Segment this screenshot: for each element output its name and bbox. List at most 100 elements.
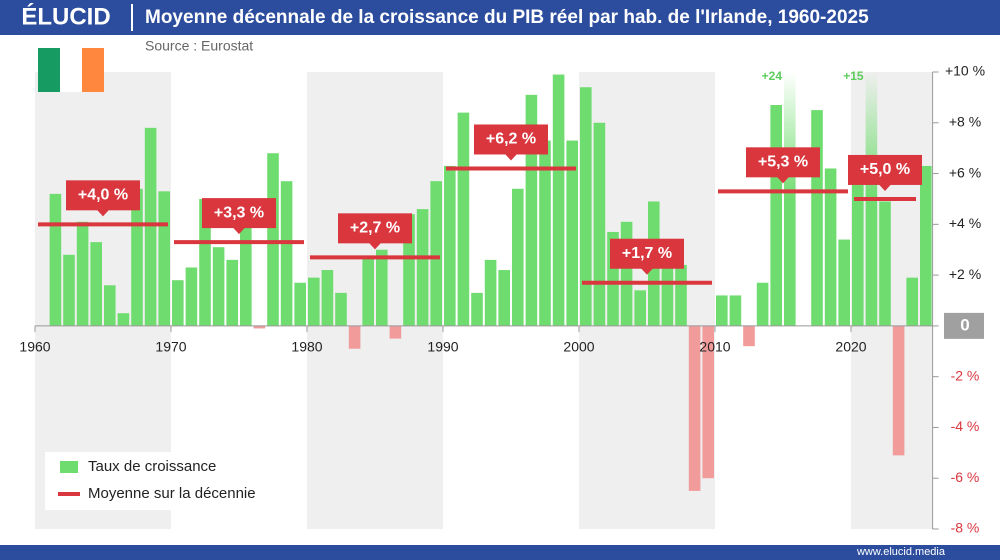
x-tick-label: 2000 bbox=[563, 339, 594, 355]
average-label-pointer bbox=[505, 153, 517, 161]
footer: www.elucid.media bbox=[856, 546, 946, 558]
flag bbox=[38, 48, 104, 92]
decade-band bbox=[851, 72, 933, 529]
average-label: +5,0 % bbox=[860, 161, 910, 178]
bar bbox=[593, 122, 606, 326]
bar bbox=[144, 127, 157, 326]
bar bbox=[892, 325, 905, 456]
brand: ÉLUCID bbox=[21, 2, 110, 30]
x-tick-label: 1980 bbox=[291, 339, 322, 355]
bar bbox=[294, 282, 306, 326]
average-label-pointer bbox=[369, 242, 381, 250]
bar bbox=[104, 285, 116, 326]
bar bbox=[838, 239, 850, 326]
bar bbox=[539, 140, 551, 326]
bar bbox=[240, 224, 252, 326]
average-label-box bbox=[202, 198, 276, 229]
average-label-pointer bbox=[879, 184, 891, 191]
x-tick-label: 1990 bbox=[427, 339, 458, 355]
y-tick-label: -4 % bbox=[951, 418, 980, 434]
y-tick-label: +4 % bbox=[949, 215, 981, 231]
average-label: +5,3 % bbox=[758, 154, 808, 171]
y-tick-label: +10 % bbox=[945, 63, 985, 79]
bar bbox=[634, 290, 646, 326]
bar bbox=[512, 188, 524, 326]
bar bbox=[471, 292, 483, 326]
x-tick-label: 1960 bbox=[19, 339, 50, 355]
bar bbox=[76, 221, 89, 326]
bar bbox=[185, 267, 198, 326]
bar bbox=[661, 259, 674, 326]
bar bbox=[416, 209, 429, 326]
average-label: +3,3 % bbox=[214, 204, 264, 221]
bar bbox=[226, 259, 238, 326]
bar bbox=[811, 110, 823, 326]
average-label-box bbox=[66, 180, 140, 211]
bar bbox=[376, 249, 388, 326]
bar bbox=[824, 168, 837, 326]
bar bbox=[117, 313, 130, 326]
bar bbox=[729, 295, 742, 326]
bar bbox=[49, 193, 62, 326]
bar bbox=[484, 259, 497, 326]
average-label: +2,7 % bbox=[350, 220, 400, 237]
bar bbox=[280, 181, 293, 326]
bar bbox=[906, 277, 918, 326]
bar bbox=[335, 292, 347, 326]
y-tick-label: +2 % bbox=[949, 266, 981, 282]
bar bbox=[607, 231, 619, 326]
bar bbox=[199, 198, 211, 326]
bar bbox=[552, 74, 565, 326]
x-tick-label: 1970 bbox=[155, 339, 186, 355]
y-tick-label: +6 % bbox=[949, 164, 981, 180]
bar bbox=[702, 325, 714, 479]
average-label: +6,2 % bbox=[486, 131, 536, 148]
bar bbox=[212, 247, 225, 326]
bar bbox=[172, 280, 184, 326]
bar bbox=[63, 254, 75, 326]
average-label-pointer bbox=[97, 209, 109, 217]
average-label-pointer bbox=[777, 176, 789, 184]
bar-value-label: +24 bbox=[762, 69, 783, 83]
bar bbox=[743, 325, 755, 347]
header-bar bbox=[0, 0, 1000, 35]
y-tick-label: -2 % bbox=[951, 367, 980, 383]
bar bbox=[688, 325, 701, 491]
bar bbox=[362, 257, 374, 326]
bar bbox=[321, 270, 334, 326]
y-tick-label: 0 bbox=[960, 315, 969, 334]
bar bbox=[444, 165, 456, 326]
subtitle: Source : Eurostat bbox=[145, 38, 253, 54]
bar bbox=[457, 112, 470, 326]
legend-box bbox=[45, 452, 290, 510]
bar bbox=[756, 282, 769, 326]
y-tick-label: +8 % bbox=[949, 113, 981, 129]
y-tick-label: -6 % bbox=[951, 469, 980, 485]
zero-box bbox=[944, 312, 984, 339]
bar bbox=[430, 181, 442, 326]
legend-label: Moyenne sur la décennie bbox=[88, 485, 256, 502]
bar bbox=[403, 214, 415, 326]
bar bbox=[158, 191, 170, 326]
average-label-pointer bbox=[233, 227, 245, 235]
bar bbox=[770, 105, 782, 326]
bar bbox=[852, 176, 864, 326]
bar bbox=[784, 72, 796, 326]
bar bbox=[620, 221, 633, 326]
bar bbox=[267, 153, 279, 326]
bar bbox=[675, 264, 687, 326]
average-label-pointer bbox=[641, 268, 653, 275]
average-label-box bbox=[746, 147, 820, 178]
x-tick-label: 2020 bbox=[835, 339, 866, 355]
x-tick-label: 2010 bbox=[699, 339, 730, 355]
average-label: +4,0 % bbox=[78, 187, 128, 204]
average-label-box bbox=[474, 124, 548, 155]
bar bbox=[348, 325, 361, 349]
legend-swatch bbox=[60, 461, 78, 473]
bar bbox=[920, 165, 932, 326]
average-label-box bbox=[610, 238, 684, 269]
bar bbox=[389, 325, 402, 339]
bar bbox=[90, 242, 102, 326]
chart-title: Moyenne décennale de la croissance du PI… bbox=[145, 7, 869, 28]
